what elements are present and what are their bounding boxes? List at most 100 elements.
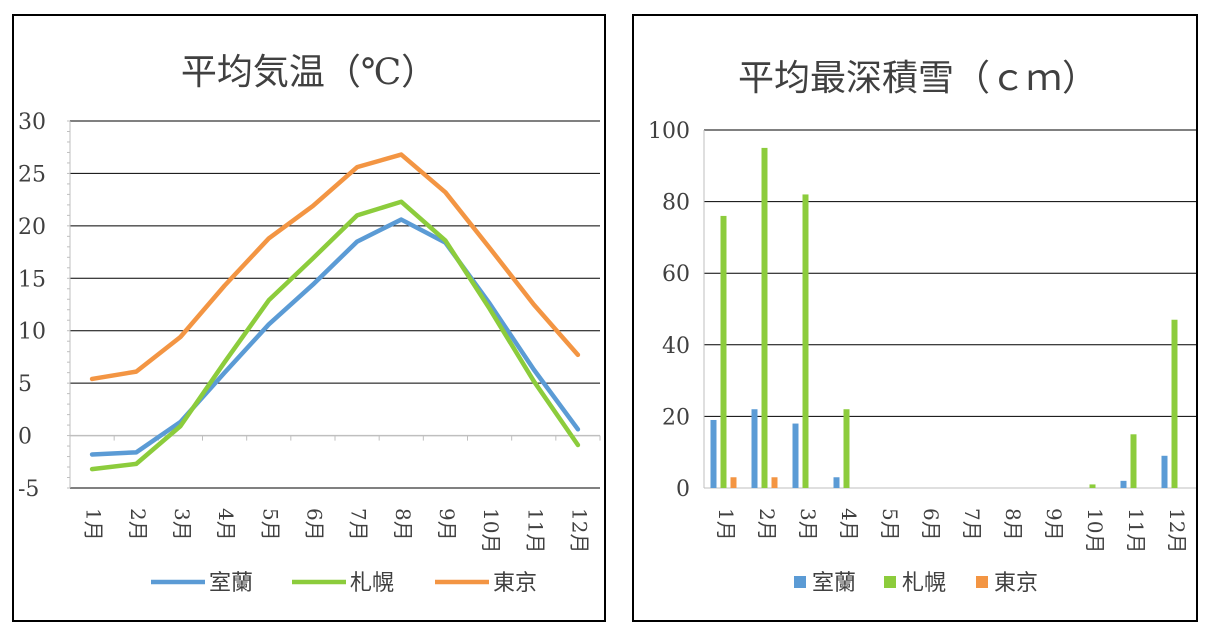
y-tick-label: 10 [18, 320, 46, 345]
data-point-1-m4 [224, 361, 226, 363]
x-tick-label-m8: 8月 [391, 508, 415, 541]
bar-0-m2 [751, 409, 758, 488]
legend-label-1: 札幌 [350, 571, 394, 596]
bar-1-m4 [843, 409, 850, 488]
data-point-2-m10 [489, 247, 491, 249]
bar-0-m12 [1161, 455, 1168, 488]
temperature-chart-panel: 平均気温（℃） 30 25 20 15 10 5 0 -5 1月 2月 3月 4月 5月 6月 7月 8月 9月 1… [12, 14, 606, 622]
legend-label-0: 室蘭 [209, 571, 253, 596]
x-tick-label-m8: 8月 [1001, 508, 1025, 541]
bar-1-m10 [1089, 484, 1096, 488]
data-point-0-m8 [400, 219, 402, 221]
y-tick-label: 100 [648, 119, 690, 144]
bar-1-m11 [1130, 434, 1137, 488]
temperature-chart: 平均気温（℃） 30 25 20 15 10 5 0 -5 1月 2月 3月 4月 5月 6月 7月 8月 9月 1… [18, 52, 601, 596]
x-tick-label-m7: 7月 [347, 508, 371, 541]
data-point-0-m7 [356, 241, 358, 243]
data-point-1-m9 [444, 240, 446, 242]
x-tick-label-m2: 2月 [755, 508, 779, 541]
y-tick-label: 15 [18, 267, 46, 292]
legend-swatch-0 [794, 576, 806, 588]
x-tick-label-m12: 12月 [567, 508, 591, 553]
data-point-2-m6 [312, 205, 314, 207]
legend-label-2: 東京 [493, 571, 537, 596]
bar-0-m1 [710, 419, 717, 488]
legend-label-1: 札幌 [902, 571, 946, 596]
y-tick-label: 30 [18, 110, 46, 135]
y-tick-label: -5 [18, 477, 39, 502]
data-point-1-m6 [312, 257, 314, 259]
x-tick-label-m10: 10月 [1083, 508, 1107, 553]
data-point-1-m3 [179, 425, 181, 427]
x-tick-label-m5: 5月 [878, 508, 902, 541]
x-tick-label-m7: 7月 [960, 508, 984, 541]
x-tick-label-m4: 4月 [214, 508, 238, 541]
snow-chart: 平均最深積雪（ｃｍ） 100 80 60 40 20 0 1月 2月 3月 4月 5月 6月 7月 8月 9月… [648, 58, 1196, 596]
data-point-0-m11 [533, 369, 535, 371]
x-tick-label-m5: 5月 [258, 508, 282, 541]
x-tick-label-m11: 11月 [1124, 508, 1148, 553]
bar-1-m12 [1171, 319, 1178, 488]
data-point-0-m5 [268, 323, 270, 325]
legend-label-2: 東京 [994, 571, 1038, 596]
data-point-2-m12 [577, 354, 579, 356]
data-point-0-m2 [135, 451, 137, 453]
y-tick-label: 0 [18, 425, 32, 450]
snow-chart-panel: 平均最深積雪（ｃｍ） 100 80 60 40 20 0 1月 2月 3月 4月 5月 6月 7月 8月 9月… [632, 14, 1198, 622]
data-point-2-m7 [356, 166, 358, 168]
y-tick-label: 25 [18, 162, 46, 187]
x-tick-label-m1: 1月 [82, 508, 106, 541]
legend-swatch-1 [884, 576, 896, 588]
data-point-0-m4 [224, 372, 226, 374]
data-point-0-m10 [489, 302, 491, 304]
series-line-1 [89, 199, 581, 472]
x-tick-label-m3: 3月 [796, 508, 820, 541]
x-tick-label-m9: 9月 [1042, 508, 1066, 541]
data-point-1-m5 [268, 299, 270, 301]
bar-0-m3 [792, 423, 799, 488]
x-tick-label-m4: 4月 [837, 508, 861, 541]
data-point-2-m1 [91, 378, 93, 380]
x-tick-label-m6: 6月 [919, 508, 943, 541]
data-point-0-m1 [91, 453, 93, 455]
x-tick-label-m2: 2月 [126, 508, 150, 541]
data-point-2-m9 [444, 191, 446, 193]
bar-0-m4 [833, 477, 840, 488]
data-point-2-m3 [179, 336, 181, 338]
data-point-1-m10 [489, 308, 491, 310]
data-point-0-m6 [312, 284, 314, 286]
y-tick-label: 40 [662, 334, 690, 359]
legend-label-0: 室蘭 [812, 571, 856, 596]
x-tick-label-m10: 10月 [479, 508, 503, 553]
data-point-1-m1 [91, 468, 93, 470]
data-point-0-m12 [577, 428, 579, 430]
chart-title: 平均最深積雪（ｃｍ） [738, 58, 1098, 99]
data-point-2-m8 [400, 154, 402, 156]
y-tick-label: 20 [662, 405, 690, 430]
data-point-1-m11 [533, 380, 535, 382]
data-point-2-m5 [268, 237, 270, 239]
y-tick-label: 0 [676, 477, 690, 502]
bar-1-m2 [761, 147, 768, 488]
y-tick-label: 60 [662, 262, 690, 287]
bar-1-m1 [720, 215, 727, 489]
legend-swatch-2 [976, 576, 988, 588]
x-tick-label-m11: 11月 [523, 508, 547, 553]
series-line-0 [89, 217, 581, 457]
data-point-1-m7 [356, 214, 358, 216]
bar-1-m3 [802, 194, 809, 488]
data-point-1-m12 [577, 444, 579, 446]
bar-0-m11 [1120, 480, 1127, 488]
bar-2-m1 [730, 477, 737, 488]
y-tick-label: 20 [18, 215, 46, 240]
data-point-2-m11 [533, 304, 535, 305]
data-point-2-m4 [224, 285, 226, 287]
series-line-2 [89, 152, 581, 382]
x-tick-label-m9: 9月 [435, 508, 459, 541]
x-tick-label-m6: 6月 [302, 508, 326, 541]
bar-2-m2 [771, 477, 778, 488]
chart-title: 平均気温（℃） [181, 52, 437, 93]
y-tick-label: 80 [662, 191, 690, 216]
data-point-1-m8 [400, 201, 402, 203]
y-tick-label: 5 [18, 372, 32, 397]
